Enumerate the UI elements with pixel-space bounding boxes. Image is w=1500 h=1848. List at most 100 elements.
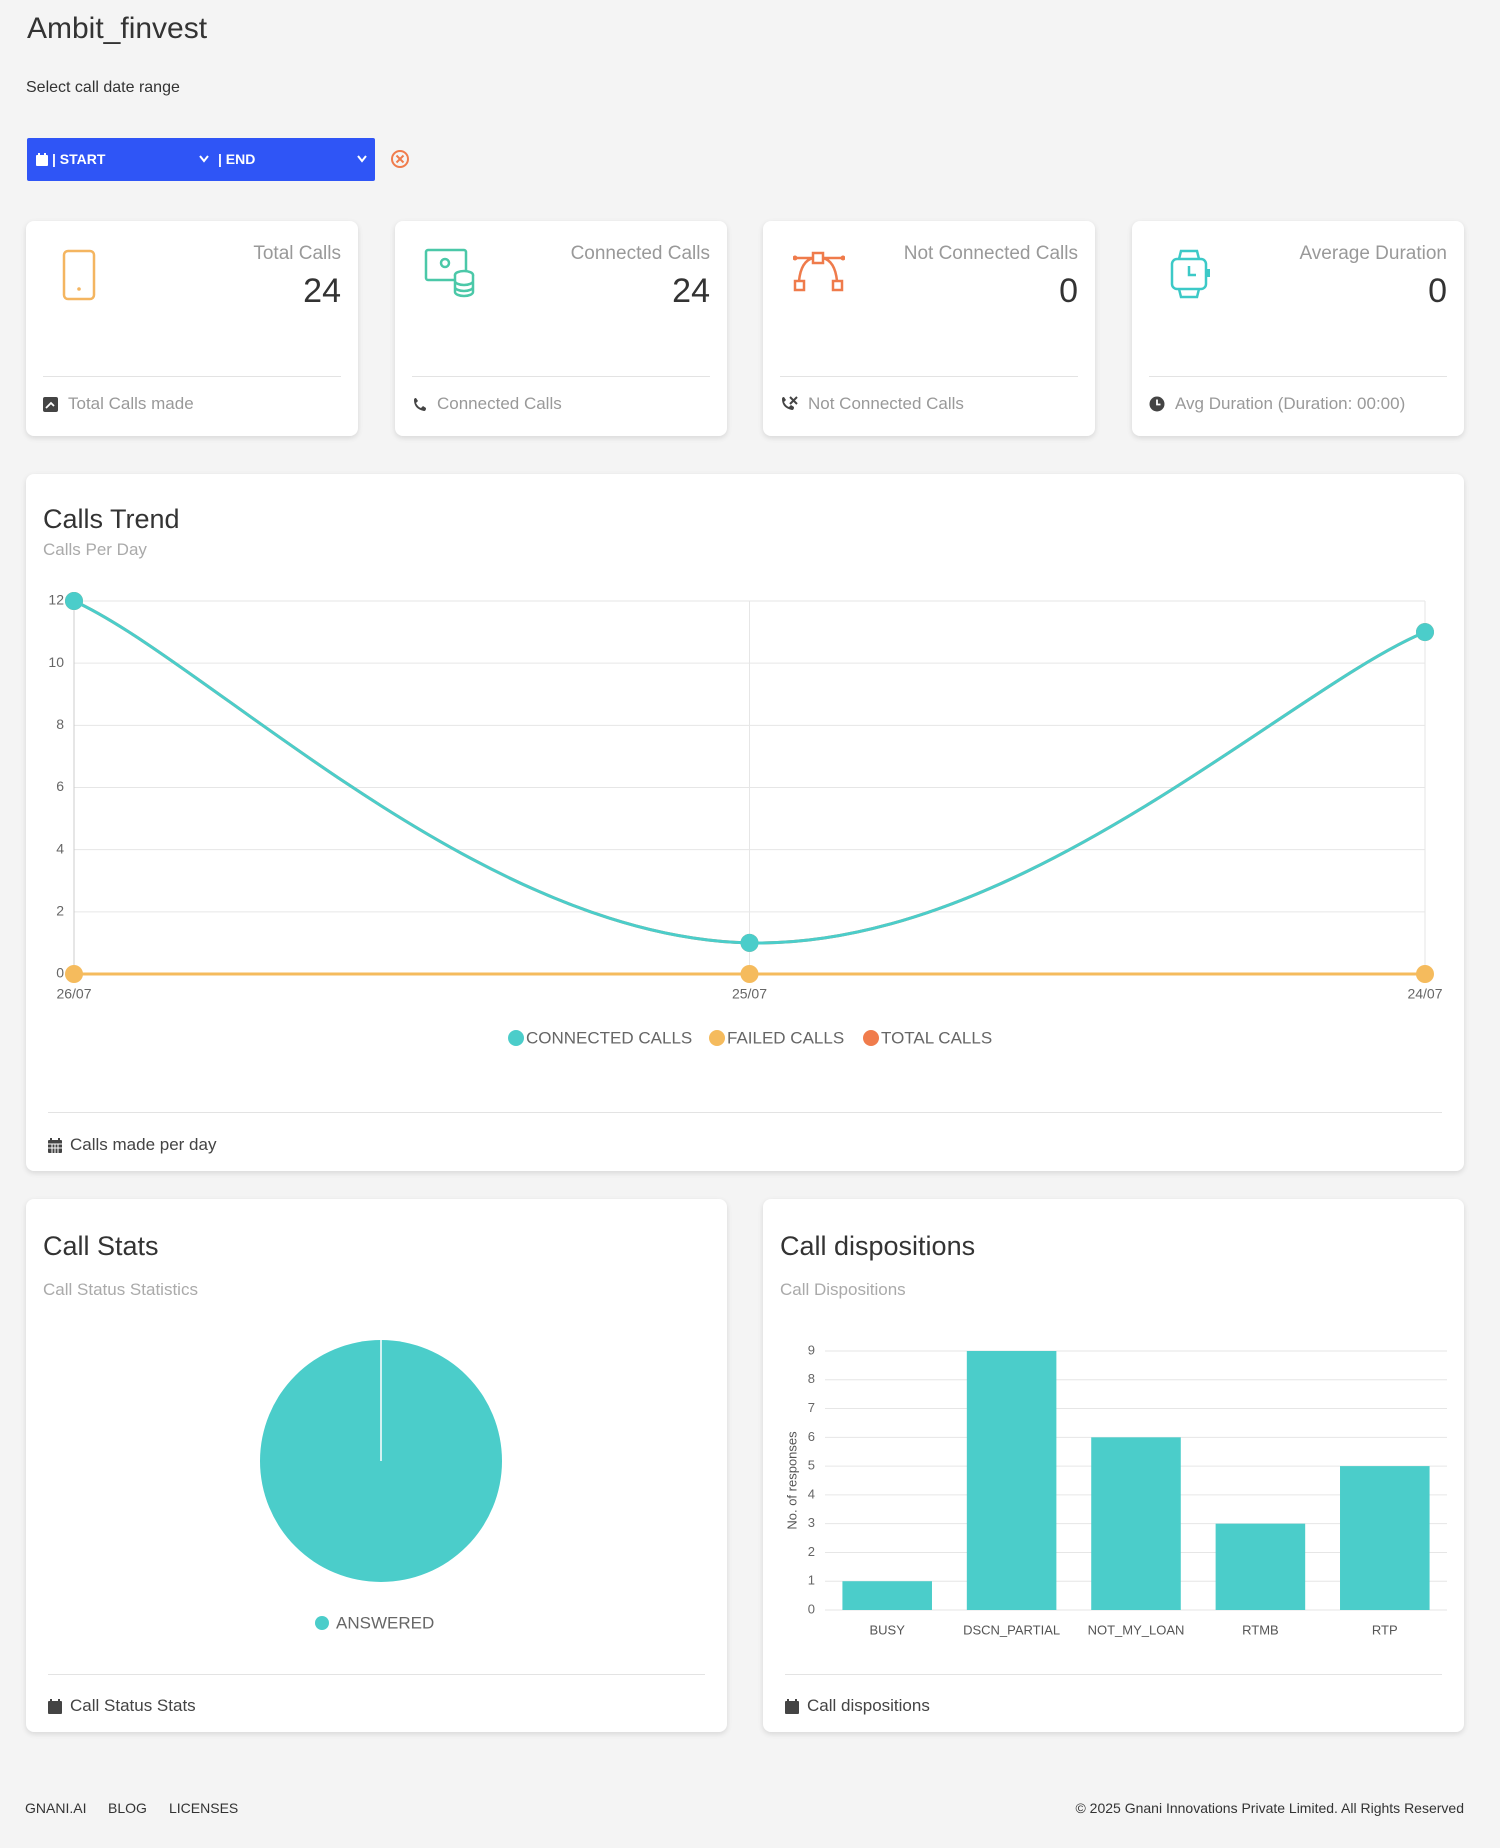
chart: ANSWERED [260,1340,502,1632]
legend-marker [508,1030,524,1046]
end-caret [357,155,367,163]
y-tick-label: 3 [808,1515,815,1530]
start-caret [199,155,209,163]
x-tick-label: RTMB [1242,1622,1279,1637]
stat-card: Connected Calls 24 Connected Calls [395,221,727,436]
legend-label: FAILED CALLS [727,1028,844,1047]
divider [48,1112,1442,1113]
card-footer: Not Connected Calls [808,394,964,413]
bar [1091,1437,1181,1610]
stat-card: Average Duration 0 Avg Duration (Duration… [1132,221,1464,436]
y-tick-label: 2 [808,1544,815,1559]
chart-panel: Calls Trend Calls Per Day 0 2 4 6 8 10 12 26/07… [26,474,1464,1171]
date-range-picker[interactable]: | START | END [27,138,375,181]
card-icon [62,249,96,301]
point [1416,965,1434,983]
bar [1215,1523,1306,1610]
chart-panel: Call dispositions Call Dispositions 0 1 2 3… [763,1199,1464,1732]
card-footer: Connected Calls [437,394,562,413]
legend-marker [863,1030,879,1046]
card-title: Average Duration [1299,243,1447,264]
chart-footer: Calls made per day [70,1135,217,1154]
chart-subtitle: Calls Per Day [43,540,147,559]
footer-icon [1149,396,1165,412]
y-tick-label: 0 [56,965,64,981]
footer-icon [48,1137,62,1153]
footer-icon [43,396,58,412]
chart-footer: Call dispositions [807,1696,930,1715]
card-title: Total Calls [253,243,341,264]
footer-link[interactable]: GNANI.AI [25,1800,87,1816]
card-footer: Total Calls made [68,394,194,413]
chart-subtitle: Call Dispositions [780,1280,906,1299]
legend-label: ANSWERED [336,1613,434,1632]
divider [780,376,1078,377]
card-icon [1170,249,1210,299]
chart: 0 1 2 3 4 5 6 7 8 9 BUSY DSCN_PARTIAL NOT_MY_LOAN RTM… [784,1342,1447,1637]
chart-title: Call Stats [43,1231,159,1261]
footer-icon [48,1698,62,1714]
y-axis-label: No. of responses [784,1431,799,1530]
y-tick-label: 8 [56,716,64,732]
y-tick-label: 6 [808,1429,815,1444]
footer-icon [785,1698,799,1714]
point [65,965,83,983]
card-title: Not Connected Calls [903,243,1078,264]
x-tick-label: RTP [1372,1622,1398,1637]
chart: 0 2 4 6 8 10 12 26/07 25/07 24/07 CONNECTED CALLS F… [48,592,1442,1048]
y-tick-label: 4 [56,840,64,856]
card-value: 24 [672,272,710,310]
chart-title: Call dispositions [780,1231,976,1261]
legend-label: TOTAL CALLS [881,1028,992,1047]
divider [785,1674,1442,1675]
page-title: Ambit_finvest [27,12,208,45]
chart-panel: Call Stats Call Status Statistics ANSWER… [26,1199,727,1732]
legend-marker [315,1616,329,1630]
start-label[interactable]: | START [52,151,106,167]
clear-button[interactable] [390,149,410,169]
y-tick-label: 9 [808,1342,815,1357]
x-tick-label: BUSY [869,1622,905,1637]
point [740,965,759,983]
x-tick-label: DSCN_PARTIAL [963,1622,1060,1637]
card-icon [793,251,845,292]
divider [1149,376,1447,377]
card-icon [424,248,475,298]
bar [1340,1466,1430,1610]
card-value: 0 [1059,272,1078,310]
divider [43,376,341,377]
divider [412,376,710,377]
card-value: 0 [1428,272,1447,310]
point [1416,623,1434,642]
stat-card: Not Connected Calls 0 Not Connected Calls [763,221,1095,436]
y-tick-label: 8 [808,1371,815,1386]
chart-title: Calls Trend [43,504,180,534]
card-footer: Avg Duration (Duration: 00:00) [1175,394,1406,413]
y-tick-label: 6 [56,778,64,794]
divider [48,1674,705,1675]
footer-link[interactable]: LICENSES [169,1800,239,1816]
y-tick-label: 2 [56,903,64,919]
y-tick-label: 5 [808,1458,815,1473]
y-tick-label: 4 [808,1486,815,1501]
y-tick-label: 7 [808,1400,815,1415]
x-tick-label: 25/07 [732,986,767,1002]
y-tick-label: 12 [48,592,64,608]
footer-link[interactable]: BLOG [108,1800,147,1816]
x-tick-label: NOT_MY_LOAN [1088,1622,1185,1637]
chart-footer: Call Status Stats [70,1696,196,1715]
stat-card: Total Calls 24 Total Calls made [26,221,358,436]
y-tick-label: 10 [48,654,64,670]
copyright: © 2025 Gnani Innovations Private Limited… [1075,1800,1464,1816]
legend-label: CONNECTED CALLS [526,1028,692,1047]
card-title: Connected Calls [570,243,710,264]
end-label[interactable]: | END [218,151,256,167]
bar [966,1351,1057,1610]
date-label: Select call date range [26,79,180,96]
footer-icon [782,396,798,410]
legend-marker [709,1030,725,1046]
chart-subtitle: Call Status Statistics [43,1280,198,1299]
card-value: 24 [303,272,341,310]
x-tick-label: 24/07 [1407,986,1442,1002]
y-tick-label: 0 [808,1601,815,1616]
